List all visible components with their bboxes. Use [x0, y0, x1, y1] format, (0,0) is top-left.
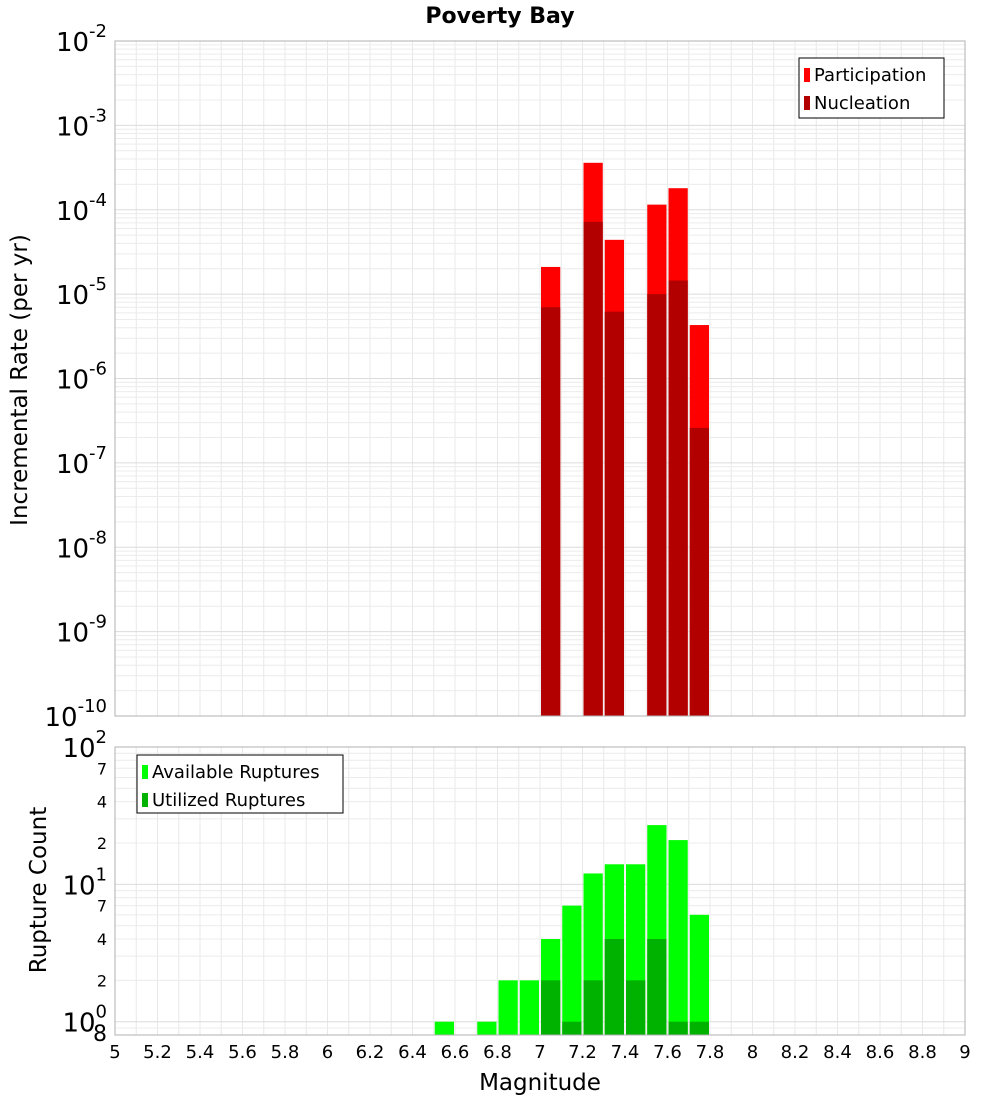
x-tick-label: 6.4 — [398, 1042, 427, 1063]
bottom-y-minor-tick-label: 2 — [97, 971, 107, 990]
bottom-y-minor-tick-label: 7 — [97, 897, 107, 916]
top-y-tick-label: 10-3 — [56, 105, 107, 142]
bottom-y-tick-label: 100 — [62, 1002, 107, 1039]
bottom-y-minor-tick-label: 8 — [93, 1022, 107, 1047]
top-legend-swatch — [804, 96, 810, 110]
bottom-plot-frame — [114, 746, 966, 1036]
x-tick-label: 9 — [959, 1042, 970, 1063]
top-grid — [114, 40, 966, 717]
top-y-tick-label: 10-9 — [56, 612, 107, 649]
bottom-bar-utilized-ruptures — [689, 1021, 709, 1035]
top-bar-nucleation — [668, 280, 688, 716]
bottom-bar-utilized-ruptures — [541, 980, 561, 1035]
x-tick-label: 8 — [747, 1042, 758, 1063]
x-tick-label: 7 — [534, 1042, 545, 1063]
bottom-bar-utilized-ruptures — [647, 939, 667, 1035]
x-tick-label: 8.4 — [823, 1042, 852, 1063]
top-bars — [541, 162, 709, 717]
top-y-tick-label: 10-4 — [56, 190, 107, 227]
bottom-bar-available-ruptures — [498, 980, 518, 1035]
bottom-bar-utilized-ruptures — [668, 1021, 688, 1035]
x-tick-label: 5.8 — [271, 1042, 300, 1063]
x-tick-label: 8.8 — [908, 1042, 937, 1063]
x-tick-label: 5.6 — [228, 1042, 257, 1063]
top-bar-nucleation — [689, 427, 709, 716]
bottom-bar-available-ruptures — [434, 1021, 454, 1035]
top-bar-nucleation — [583, 221, 603, 716]
top-bar-nucleation — [604, 311, 624, 716]
top-legend: Participation Nucleation — [798, 57, 945, 119]
x-tick-label: 5.2 — [143, 1042, 172, 1063]
bottom-legend-swatch — [142, 765, 148, 779]
top-y-tick-label: 10-10 — [45, 696, 108, 733]
top-legend-label: Nucleation — [814, 93, 910, 114]
bottom-legend: Available Ruptures Utilized Ruptures — [136, 754, 344, 814]
x-axis-label: Magnitude — [479, 1070, 601, 1096]
bottom-y-minor-tick-label: 4 — [97, 930, 107, 949]
top-legend-swatch — [804, 68, 810, 82]
x-tick-label: 7.4 — [611, 1042, 640, 1063]
bottom-bar-available-ruptures — [519, 980, 539, 1035]
bottom-y-tick-label: 102 — [62, 727, 107, 764]
x-tick-label: 8.6 — [866, 1042, 895, 1063]
x-tick-label: 7.2 — [568, 1042, 597, 1063]
top-y-tick-label: 10-5 — [56, 274, 107, 311]
bottom-y-minor-tick-label: 2 — [97, 834, 107, 853]
bottom-bar-utilized-ruptures — [604, 939, 624, 1035]
x-tick-label: 6.8 — [483, 1042, 512, 1063]
top-plot-frame — [114, 40, 966, 717]
top-y-axis-label: Incremental Rate (per yr) — [7, 234, 33, 526]
bottom-y-axis-label: Rupture Count — [26, 807, 52, 973]
x-tick-label: 6.2 — [356, 1042, 385, 1063]
x-tick-label: 6 — [322, 1042, 333, 1063]
bottom-bars — [434, 825, 709, 1035]
bottom-bar-available-ruptures — [689, 914, 709, 1035]
top-bar-nucleation — [541, 307, 561, 716]
bottom-y-minor-tick-label: 4 — [97, 793, 107, 812]
top-legend-box — [798, 57, 945, 119]
bottom-y-tick-label: 101 — [62, 864, 107, 901]
x-tick-label: 5 — [109, 1042, 120, 1063]
top-legend-label: Participation — [814, 65, 926, 86]
bottom-legend-label: Available Ruptures — [152, 762, 320, 783]
top-y-tick-label: 10-7 — [56, 443, 107, 480]
bottom-bar-utilized-ruptures — [626, 980, 646, 1035]
bottom-bar-utilized-ruptures — [583, 980, 603, 1035]
x-tick-label: 6.6 — [441, 1042, 470, 1063]
bottom-legend-box — [136, 754, 344, 814]
bottom-bar-available-ruptures — [477, 1021, 497, 1035]
bottom-y-minor-tick-label: 7 — [97, 759, 107, 778]
bottom-legend-label: Utilized Ruptures — [152, 790, 305, 811]
top-y-tick-label: 10-8 — [56, 527, 107, 564]
top-y-tick-label: 10-6 — [56, 359, 107, 396]
x-tick-label: 5.4 — [186, 1042, 215, 1063]
bottom-bar-available-ruptures — [562, 905, 582, 1035]
top-y-tick-label: 10-2 — [56, 21, 107, 58]
bottom-bar-utilized-ruptures — [562, 1021, 582, 1035]
top-bar-nucleation — [647, 294, 667, 716]
x-tick-label: 7.6 — [653, 1042, 682, 1063]
x-tick-label: 8.2 — [781, 1042, 810, 1063]
bottom-legend-swatch — [142, 793, 148, 807]
chart-title: Poverty Bay — [425, 4, 574, 29]
bottom-bar-available-ruptures — [668, 840, 688, 1035]
x-tick-label: 7.8 — [696, 1042, 725, 1063]
